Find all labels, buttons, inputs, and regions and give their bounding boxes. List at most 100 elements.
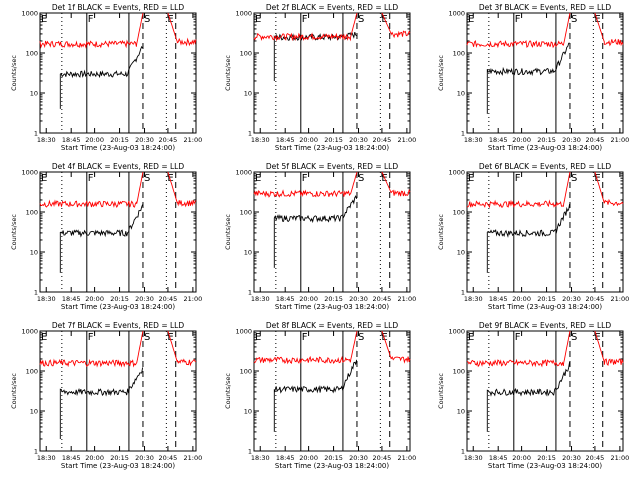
x-tick-label: 20:00 (85, 295, 104, 303)
marker-f: F (515, 332, 521, 343)
marker-e: E (255, 332, 261, 343)
x-tick-label: 21:00 (184, 136, 203, 144)
y-tick-label: 1 (34, 448, 38, 456)
y-axis-label: Counts/sec (224, 373, 232, 409)
y-tick-label: 10 (30, 249, 38, 257)
series-lld-line (253, 12, 358, 42)
series-events-line (273, 31, 357, 81)
series-events-line (273, 359, 358, 432)
x-tick-label: 18:30 (251, 295, 270, 303)
y-tick-label: 1 (248, 130, 252, 138)
x-tick-label: 18:45 (489, 454, 508, 462)
marker-s: S (144, 14, 150, 25)
x-tick-label: 20:30 (562, 295, 581, 303)
x-tick-label: 20:15 (537, 136, 556, 144)
x-tick-label: 20:45 (373, 136, 392, 144)
plot-frame (253, 330, 411, 452)
marker-f: F (88, 173, 94, 184)
y-tick-label: 1 (248, 289, 252, 297)
x-axis-label: Start Time (23-Aug-03 18:24:00) (488, 303, 602, 311)
x-tick-label: 21:00 (611, 454, 630, 462)
series-lld-line (167, 171, 197, 208)
series-lld-line (594, 12, 624, 47)
marker-s: S (144, 173, 150, 184)
marker-e: E (468, 332, 474, 343)
panel-det-9: Det 9f BLACK = Events, RED = LLD 1 10 100 10… (437, 321, 629, 470)
chart-title: Det 1f BLACK = Events, RED = LLD (52, 3, 185, 12)
x-axis-label: Start Time (23-Aug-03 18:24:00) (488, 462, 602, 470)
series-events-line (486, 361, 571, 432)
marker-e: E (167, 14, 173, 25)
x-axis-label: Start Time (23-Aug-03 18:24:00) (275, 144, 389, 152)
x-axis-label: Start Time (23-Aug-03 18:24:00) (275, 303, 389, 311)
x-tick-label: 18:30 (37, 295, 56, 303)
plot-frame (466, 12, 624, 134)
x-axis-label: Start Time (23-Aug-03 18:24:00) (275, 462, 389, 470)
x-axis-label: Start Time (23-Aug-03 18:24:00) (488, 144, 602, 152)
x-tick-label: 20:45 (586, 454, 605, 462)
y-axis-label: Counts/sec (437, 55, 445, 91)
x-tick-label: 20:30 (349, 295, 368, 303)
y-tick-label: 100 (453, 209, 465, 217)
series-lld-line (466, 171, 571, 209)
series-lld-line (381, 330, 411, 364)
series-lld-line (594, 171, 624, 207)
marker-e: E (41, 14, 47, 25)
chart-title: Det 8f BLACK = Events, RED = LLD (266, 321, 399, 330)
x-tick-label: 18:30 (251, 136, 270, 144)
x-tick-label: 20:45 (586, 136, 605, 144)
y-tick-label: 1 (461, 130, 465, 138)
y-tick-label: 1 (34, 130, 38, 138)
x-tick-label: 20:15 (324, 295, 343, 303)
y-tick-label: 10 (457, 90, 465, 98)
x-axis-label: Start Time (23-Aug-03 18:24:00) (61, 144, 175, 152)
x-tick-label: 18:45 (62, 295, 81, 303)
x-tick-label: 18:30 (464, 454, 483, 462)
series-events-line (59, 45, 143, 109)
plot-frame (466, 171, 624, 293)
panel-det-1: Det 1f BLACK = Events, RED = LLD 1 10 100 10… (10, 3, 202, 152)
marker-e: E (594, 332, 600, 343)
y-tick-label: 1 (461, 289, 465, 297)
y-tick-label: 10 (457, 408, 465, 416)
y-axis-label: Counts/sec (224, 55, 232, 91)
x-tick-label: 18:45 (62, 136, 81, 144)
y-tick-label: 100 (453, 368, 465, 376)
x-tick-label: 20:00 (299, 454, 318, 462)
x-tick-label: 20:15 (537, 454, 556, 462)
x-tick-label: 20:45 (586, 295, 605, 303)
x-axis-label: Start Time (23-Aug-03 18:24:00) (61, 303, 175, 311)
series-lld-line (381, 171, 411, 197)
y-tick-label: 1000 (21, 328, 38, 336)
marker-f: F (88, 332, 94, 343)
chart-title: Det 7f BLACK = Events, RED = LLD (52, 321, 185, 330)
series-lld-line (39, 330, 144, 368)
marker-e: E (167, 173, 173, 184)
x-tick-label: 20:30 (562, 136, 581, 144)
y-tick-label: 10 (30, 408, 38, 416)
x-tick-label: 18:30 (37, 454, 56, 462)
x-tick-label: 20:30 (349, 136, 368, 144)
y-tick-label: 1000 (21, 169, 38, 177)
x-tick-label: 21:00 (398, 454, 417, 462)
y-axis-label: Counts/sec (224, 214, 232, 250)
x-tick-label: 20:15 (324, 136, 343, 144)
marker-e: E (594, 173, 600, 184)
x-tick-label: 18:45 (62, 454, 81, 462)
x-tick-label: 20:00 (512, 136, 531, 144)
plot-frame (39, 12, 197, 134)
marker-s: S (571, 173, 577, 184)
series-lld-line (167, 330, 197, 367)
y-tick-label: 1000 (448, 10, 465, 18)
marker-f: F (302, 332, 308, 343)
chart-title: Det 4f BLACK = Events, RED = LLD (52, 162, 185, 171)
y-tick-label: 100 (26, 368, 38, 376)
panel-det-8: Det 8f BLACK = Events, RED = LLD 1 10 100 10… (224, 321, 416, 470)
marker-s: S (144, 332, 150, 343)
x-tick-label: 20:45 (159, 295, 178, 303)
x-tick-label: 20:00 (299, 136, 318, 144)
series-lld-line (39, 12, 144, 49)
marker-f: F (515, 14, 521, 25)
plot-frame (253, 12, 411, 134)
chart-title: Det 9f BLACK = Events, RED = LLD (479, 321, 612, 330)
